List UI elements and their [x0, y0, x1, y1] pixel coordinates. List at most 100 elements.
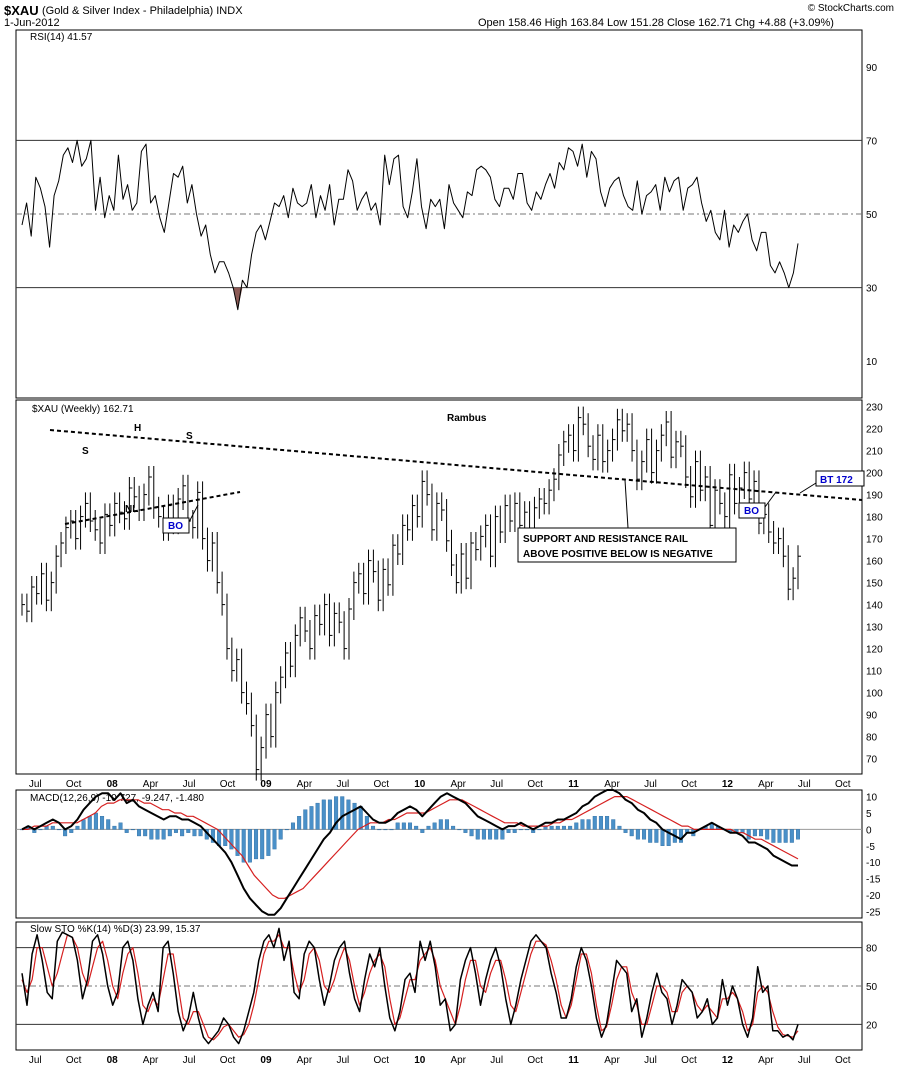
macd-histogram-bar	[192, 829, 197, 837]
annotation-bt: BT 172	[820, 475, 853, 486]
macd-histogram-bar	[118, 822, 123, 830]
macd-histogram-bar	[143, 829, 148, 837]
macd-histogram-bar	[315, 802, 320, 830]
rsi-y-tick: 30	[866, 284, 878, 295]
macd-histogram-bar	[654, 829, 659, 843]
annotation-neckline: NL	[125, 504, 138, 515]
annotation-right-shoulder: S	[186, 431, 193, 442]
macd-histogram-bar	[383, 829, 388, 831]
macd-signal-line	[22, 795, 799, 899]
macd-y-tick: 5	[866, 809, 872, 820]
macd-histogram-bar	[303, 809, 308, 830]
price-y-tick: 180	[866, 513, 883, 524]
macd-histogram-bar	[789, 829, 794, 843]
macd-histogram-bar	[629, 829, 634, 837]
macd-histogram-bar	[555, 825, 560, 830]
macd-histogram-bar	[783, 829, 788, 843]
macd-histogram-bar	[75, 825, 80, 830]
macd-histogram-bar	[161, 829, 166, 840]
price-x-tick: Jul	[644, 779, 657, 790]
price-x-tick: Oct	[681, 779, 697, 790]
macd-histogram-bar	[254, 829, 259, 860]
macd-histogram-bar	[93, 812, 98, 830]
price-y-tick: 230	[866, 403, 883, 414]
sto-x-tick: Oct	[681, 1055, 697, 1066]
macd-histogram-bar	[229, 829, 234, 850]
rsi-title: RSI(14) 41.57	[30, 32, 93, 43]
price-x-tick: Oct	[374, 779, 390, 790]
macd-panel-frame	[15, 789, 863, 919]
macd-histogram-bar	[38, 829, 43, 831]
macd-histogram-bar	[100, 816, 105, 830]
bo-pointer-2	[764, 491, 777, 508]
price-y-tick: 80	[866, 733, 878, 744]
price-x-tick: Apr	[758, 779, 774, 790]
macd-histogram-bar	[290, 822, 295, 830]
macd-histogram-bar	[796, 829, 801, 840]
macd-histogram-bar	[278, 829, 283, 840]
macd-histogram-bar	[186, 829, 191, 833]
macd-title: MACD(12,26,9) -10.727, -9.247, -1.480	[30, 793, 204, 804]
price-panel-frame	[15, 399, 863, 775]
macd-y-tick: 10	[866, 793, 878, 804]
macd-histogram-bar	[438, 819, 443, 830]
macd-histogram-bar	[598, 816, 603, 830]
price-x-tick: Jul	[798, 779, 811, 790]
macd-histogram-bar	[574, 822, 579, 830]
price-y-tick: 100	[866, 689, 883, 700]
macd-histogram-bar	[401, 822, 406, 830]
rsi-y-tick: 50	[866, 210, 878, 221]
sto-y-tick: 80	[866, 944, 878, 955]
macd-histogram-bar	[611, 819, 616, 830]
sto-x-tick: Oct	[66, 1055, 82, 1066]
sto-x-tick: Oct	[527, 1055, 543, 1066]
sto-title: Slow STO %K(14) %D(3) 23.99, 15.37	[30, 924, 201, 935]
macd-histogram-bar	[660, 829, 665, 846]
sto-x-tick: 09	[260, 1055, 272, 1066]
macd-y-tick: -5	[866, 842, 875, 853]
macd-histogram-bar	[752, 829, 757, 837]
price-x-tick: Oct	[220, 779, 236, 790]
price-x-tick: 09	[260, 779, 272, 790]
bo-box-2	[738, 502, 766, 519]
price-y-tick: 130	[866, 623, 883, 634]
rail-note-pointer	[624, 479, 629, 529]
neckline	[64, 491, 241, 525]
macd-histogram-bar	[389, 829, 394, 831]
price-x-tick: Oct	[835, 779, 851, 790]
sto-x-tick: 08	[107, 1055, 119, 1066]
sto-x-tick: Jul	[644, 1055, 657, 1066]
price-y-tick: 150	[866, 579, 883, 590]
macd-histogram-bar	[130, 829, 135, 831]
macd-histogram-bar	[180, 829, 185, 837]
macd-histogram-bar	[352, 802, 357, 830]
macd-histogram-bar	[297, 816, 302, 830]
macd-histogram-bar	[512, 829, 517, 833]
price-x-tick: Apr	[604, 779, 620, 790]
price-x-tick: Jul	[490, 779, 503, 790]
macd-histogram-bar	[266, 829, 271, 856]
bt-box	[815, 470, 865, 487]
price-x-tick: Oct	[527, 779, 543, 790]
price-y-tick: 200	[866, 469, 883, 480]
annotation-rambus: Rambus	[447, 413, 487, 424]
macd-histogram-bar	[777, 829, 782, 843]
sto-x-tick: Apr	[450, 1055, 466, 1066]
macd-histogram-bar	[759, 829, 764, 837]
macd-histogram-bar	[327, 799, 332, 830]
macd-histogram-bar	[155, 829, 160, 840]
bo-pointer-1	[188, 504, 199, 523]
macd-y-tick: 0	[866, 825, 872, 836]
macd-histogram-bar	[408, 822, 413, 830]
macd-histogram-bar	[463, 829, 468, 833]
macd-histogram-bar	[617, 825, 622, 830]
sto-x-tick: Apr	[297, 1055, 313, 1066]
price-x-tick: Oct	[66, 779, 82, 790]
sto-y-tick: 50	[866, 982, 878, 993]
sto-y-tick: 20	[866, 1020, 878, 1031]
macd-histogram-bar	[260, 829, 265, 860]
bo-box-1	[162, 517, 190, 534]
macd-histogram-bar	[235, 829, 240, 856]
sto-x-tick: Apr	[143, 1055, 159, 1066]
